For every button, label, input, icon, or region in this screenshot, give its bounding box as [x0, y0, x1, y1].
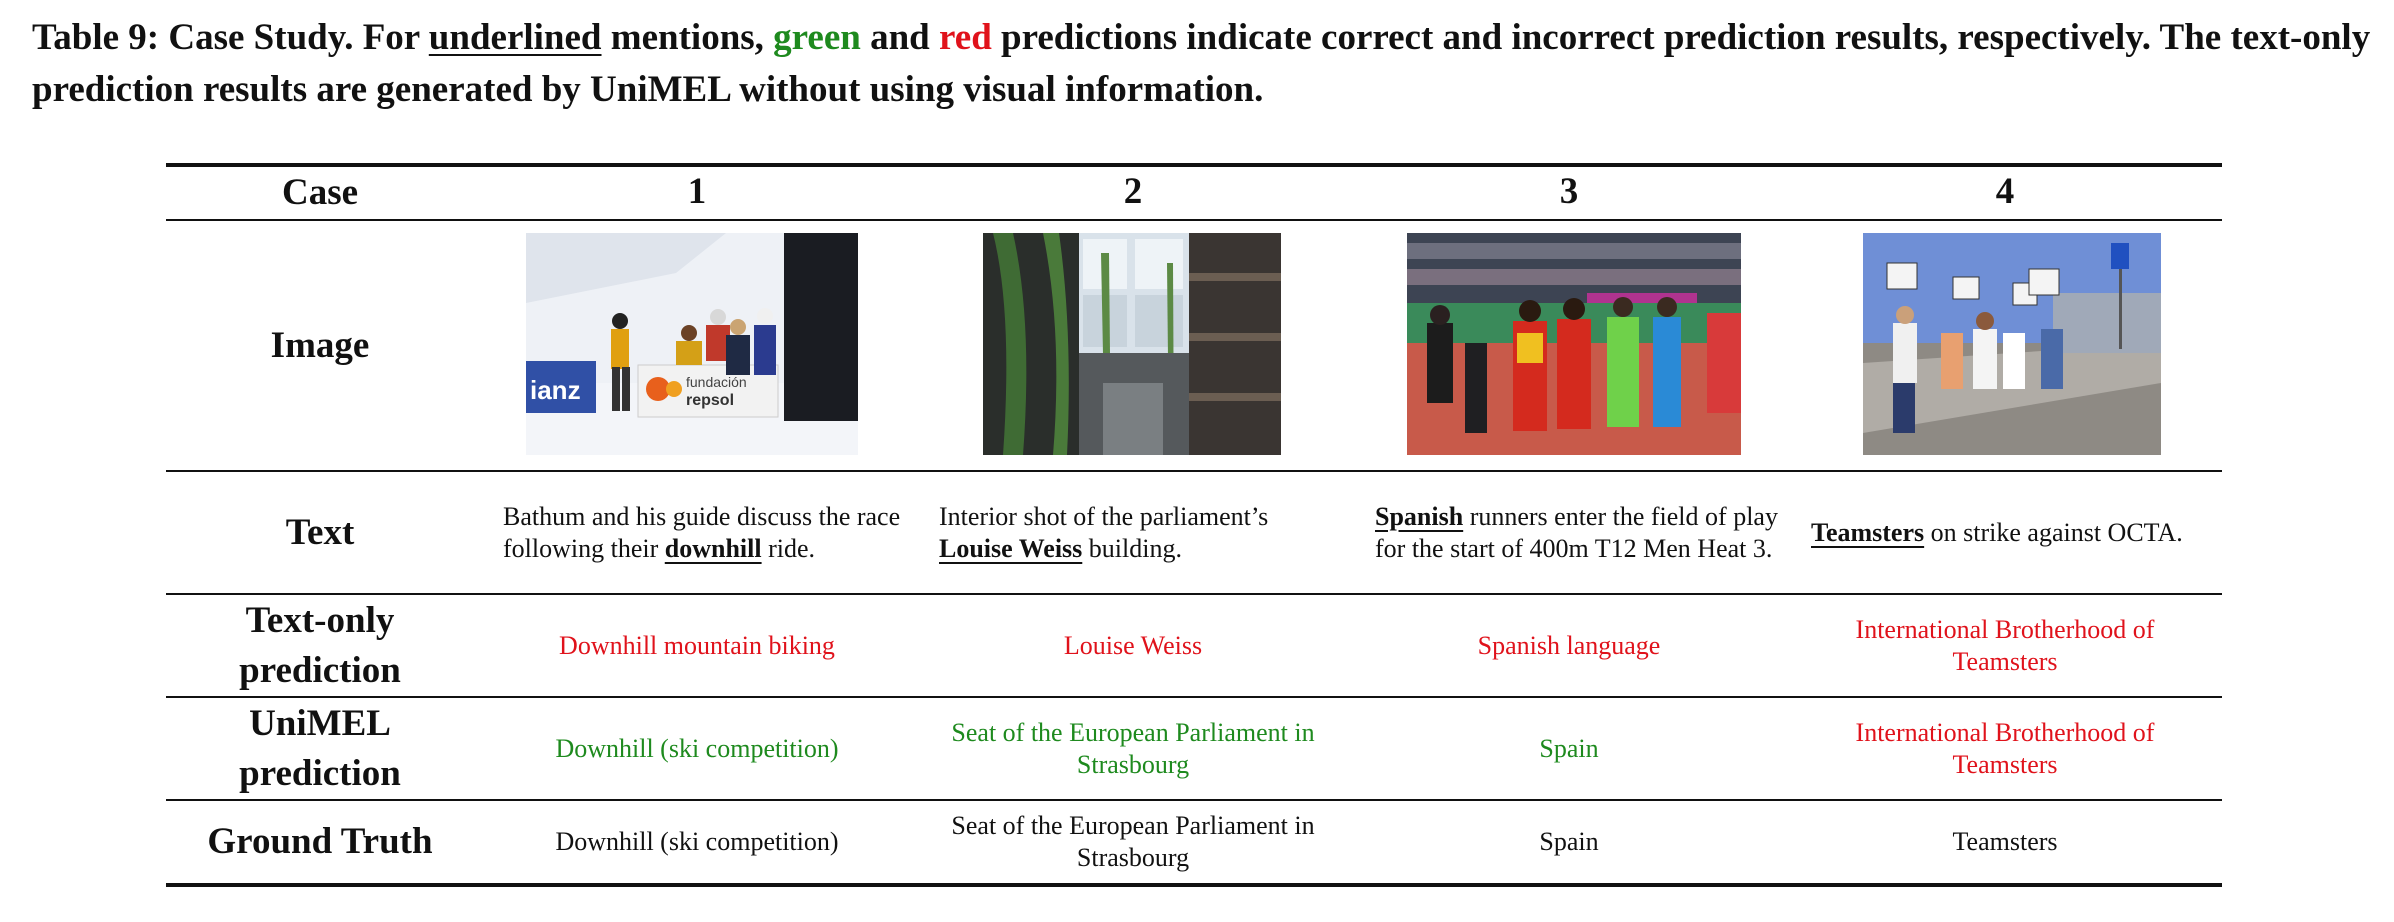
caption-part-1: Table 9: Case Study. For [32, 17, 429, 58]
case-3-text-after: runners enter the field of play for the … [1375, 501, 1778, 563]
svg-text:repsol: repsol [686, 392, 734, 409]
case-3-mention: Spanish [1375, 501, 1464, 531]
case-2-ground-truth: Seat of the European Parliament in Stras… [951, 811, 1315, 872]
case-1-text-after: ride. [761, 533, 816, 563]
top-rule [166, 163, 2222, 167]
row-header-text-only-line1: Text-only [245, 599, 395, 641]
case-2-text-after: building. [1082, 533, 1182, 563]
case-2-mention: Louise Weiss [939, 533, 1083, 563]
case-1-text-only-prediction: Downhill mountain biking [559, 630, 835, 660]
unimel-row-rule [166, 799, 2222, 801]
case-3-ground-truth: Spain [1539, 827, 1599, 856]
case-3-text: Spanish runners enter the field of play … [1351, 472, 1787, 593]
row-header-ground-truth: Ground Truth [207, 821, 433, 862]
caption-red: red [939, 17, 992, 58]
case-4-unimel-prediction: International Brotherhood of Teamsters [1855, 717, 2155, 779]
case-1-mention: downhill [664, 533, 762, 563]
bottom-rule [166, 883, 2222, 887]
case-4-mention: Teamsters [1811, 517, 1925, 547]
row-header-unimel-line1: UniMEL [249, 702, 391, 744]
case-3-number: 3 [1559, 171, 1579, 212]
case-3-image [1407, 233, 1741, 455]
row-header-text-only-line2: prediction [239, 649, 401, 691]
caption-part-3: and [860, 17, 940, 58]
case-4-text-after: on strike against OCTA. [1924, 517, 2183, 547]
case-4-text: Teamsters on strike against OCTA. [1787, 472, 2223, 593]
caption-part-2: mentions, [601, 17, 774, 58]
svg-text:ianz: ianz [530, 375, 581, 405]
header-rule [166, 219, 2222, 221]
row-header-image: Image [270, 324, 370, 366]
image-row-rule [166, 470, 2222, 472]
case-1-text: Bathum and his guide discuss the race fo… [479, 472, 915, 593]
case-4-ground-truth: Teamsters [1952, 827, 2058, 856]
text-only-row-rule [166, 696, 2222, 698]
case-2-number: 2 [1123, 171, 1143, 212]
caption-underlined: underlined [428, 17, 602, 58]
case-2-text-only-prediction: Louise Weiss [1063, 630, 1203, 660]
case-2-text-before: Interior shot of the parliament’s [939, 501, 1269, 531]
row-header-text-only: Text-only prediction [166, 595, 474, 696]
caption-green: green [773, 17, 861, 58]
case-3-text-only-prediction: Spanish language [1477, 630, 1661, 660]
row-header-unimel-line2: prediction [239, 752, 401, 794]
row-header-text: Text [285, 511, 355, 553]
svg-text:fundación: fundación [686, 374, 747, 390]
case-2-unimel-prediction: Seat of the European Parliament in Stras… [951, 717, 1315, 779]
case-1-image: ianz fundación repsol [526, 233, 858, 455]
case-2-text: Interior shot of the parliament’s Louise… [915, 472, 1351, 593]
case-4-number: 4 [1995, 171, 2015, 212]
row-header-unimel: UniMEL prediction [166, 698, 474, 799]
text-row-rule [166, 593, 2222, 595]
case-3-unimel-prediction: Spain [1539, 733, 1599, 763]
case-study-table: Case Image Text Text-only prediction Uni… [166, 163, 2222, 889]
caption-part-4: predictions indicate correct and incorre… [32, 17, 2371, 110]
case-4-image [1863, 233, 2161, 455]
header-case: Case [281, 172, 359, 213]
case-2-image [983, 233, 1281, 455]
case-1-unimel-prediction: Downhill (ski competition) [555, 733, 839, 763]
case-1-text-before: Bathum and his guide discuss the race fo… [503, 501, 901, 563]
case-1-number: 1 [687, 171, 707, 212]
case-1-ground-truth: Downhill (ski competition) [555, 827, 839, 856]
table-caption: Table 9: Case Study. For underlined ment… [32, 12, 2372, 116]
case-4-text-only-prediction: International Brotherhood of Teamsters [1855, 614, 2155, 676]
